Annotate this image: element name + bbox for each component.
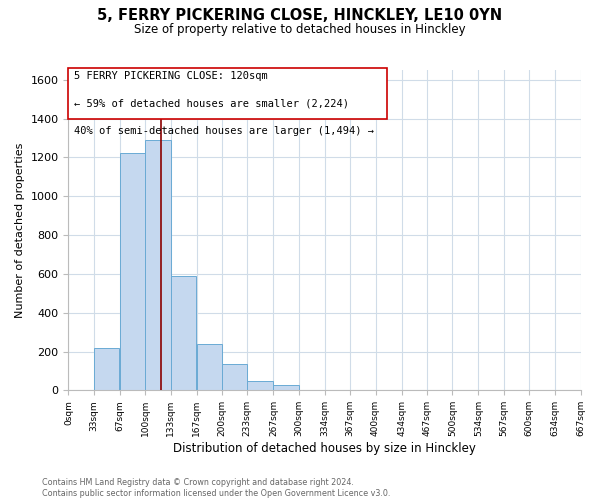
X-axis label: Distribution of detached houses by size in Hinckley: Distribution of detached houses by size … [173,442,476,455]
Text: Contains HM Land Registry data © Crown copyright and database right 2024.
Contai: Contains HM Land Registry data © Crown c… [42,478,391,498]
Text: ← 59% of detached houses are smaller (2,224): ← 59% of detached houses are smaller (2,… [74,98,349,108]
Bar [247,380,272,390]
Bar [274,386,299,390]
Bar [170,276,196,390]
Bar [94,348,119,391]
Bar [197,344,222,391]
Bar [120,154,145,390]
Text: 5 FERRY PICKERING CLOSE: 120sqm: 5 FERRY PICKERING CLOSE: 120sqm [74,72,267,82]
FancyBboxPatch shape [68,68,387,118]
Y-axis label: Number of detached properties: Number of detached properties [15,142,25,318]
Bar [145,140,170,390]
Bar [222,364,247,390]
Text: 40% of semi-detached houses are larger (1,494) →: 40% of semi-detached houses are larger (… [74,126,374,136]
Text: 5, FERRY PICKERING CLOSE, HINCKLEY, LE10 0YN: 5, FERRY PICKERING CLOSE, HINCKLEY, LE10… [97,8,503,22]
Text: Size of property relative to detached houses in Hinckley: Size of property relative to detached ho… [134,22,466,36]
